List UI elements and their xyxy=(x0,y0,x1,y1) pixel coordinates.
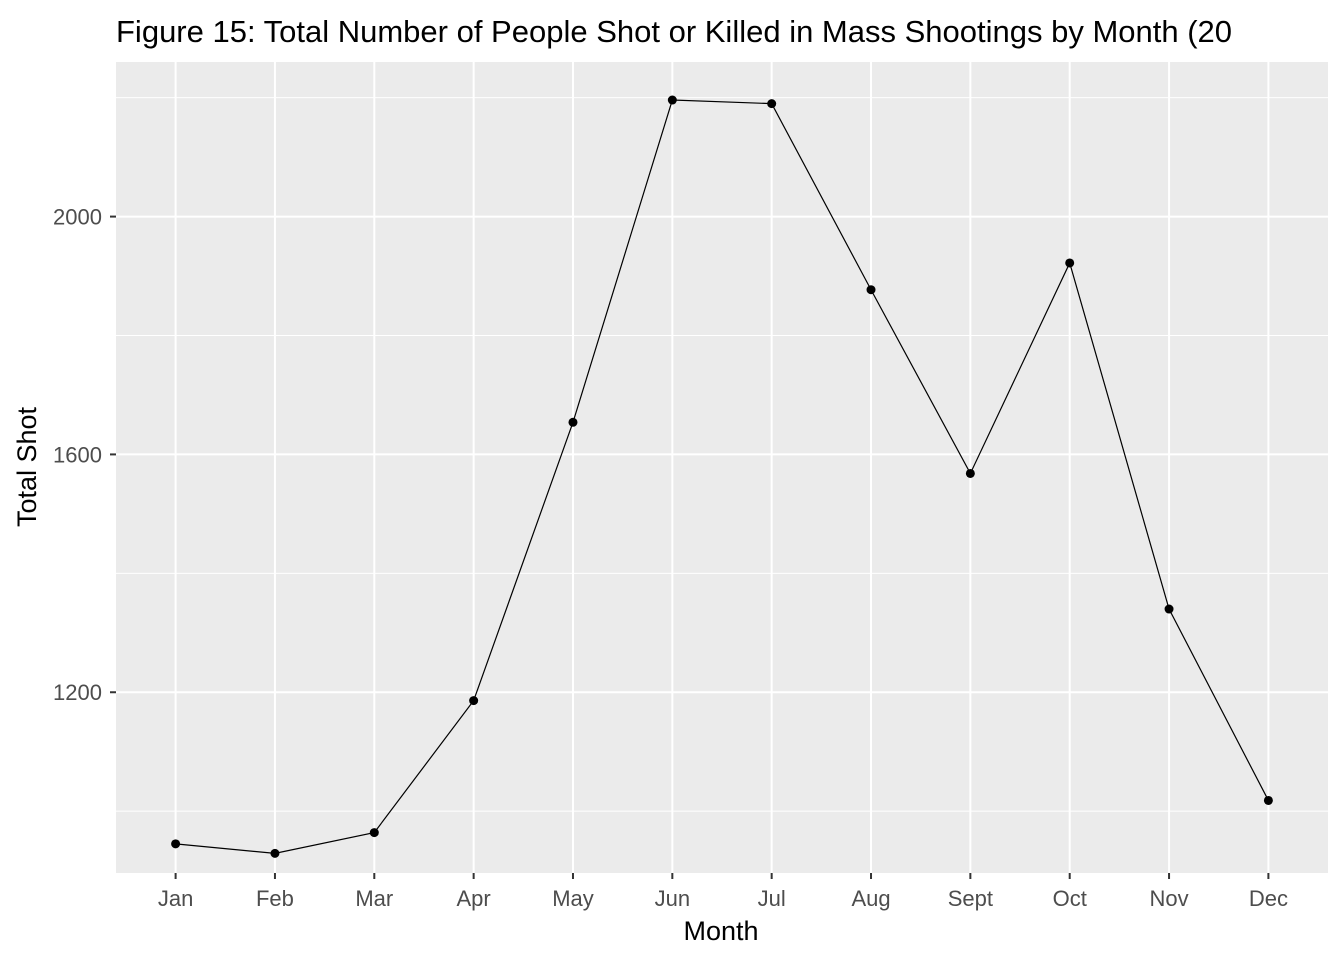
y-axis-title: Total Shot xyxy=(12,406,42,527)
x-tick-label: Dec xyxy=(1249,886,1288,911)
y-axis: 1200 1600 2000 xyxy=(53,205,116,705)
x-tick-label: Jun xyxy=(655,886,690,911)
x-tick-label: Jul xyxy=(758,886,786,911)
x-tick-label: Nov xyxy=(1149,886,1188,911)
data-point-jan xyxy=(171,839,181,849)
series-line xyxy=(175,99,1269,854)
data-point-jun xyxy=(667,95,677,105)
y-tick-label: 2000 xyxy=(53,205,102,230)
data-point-sept xyxy=(965,468,975,478)
chart-title: Figure 15: Total Number of People Shot o… xyxy=(116,14,1232,49)
x-axis: Jan Feb Mar Apr May Jun Jul Aug Sept Oct Nov Dec xyxy=(158,873,1288,911)
data-point-dec xyxy=(1263,795,1273,805)
x-tick-label: Mar xyxy=(355,886,393,911)
data-point-apr xyxy=(469,696,479,706)
data-points xyxy=(171,95,1273,858)
x-tick-label: Oct xyxy=(1053,886,1087,911)
data-point-feb xyxy=(270,848,280,858)
data-point-jul xyxy=(767,99,777,109)
data-point-nov xyxy=(1164,604,1174,614)
y-tick-label: 1200 xyxy=(53,680,102,705)
data-point-may xyxy=(568,417,578,427)
x-tick-label: Aug xyxy=(851,886,890,911)
x-axis-title: Month xyxy=(683,916,758,946)
data-point-mar xyxy=(369,828,379,838)
y-tick-label: 1600 xyxy=(53,442,102,467)
x-tick-label: Jan xyxy=(158,886,193,911)
plot-panel xyxy=(116,62,1328,873)
x-tick-label: Apr xyxy=(457,886,491,911)
x-tick-label: May xyxy=(552,886,594,911)
minor-gridlines xyxy=(116,97,1328,812)
data-point-oct xyxy=(1065,258,1075,268)
data-point-aug xyxy=(866,285,876,295)
x-tick-label: Sept xyxy=(948,886,993,911)
major-gridlines xyxy=(116,62,1328,873)
x-tick-label: Feb xyxy=(256,886,294,911)
